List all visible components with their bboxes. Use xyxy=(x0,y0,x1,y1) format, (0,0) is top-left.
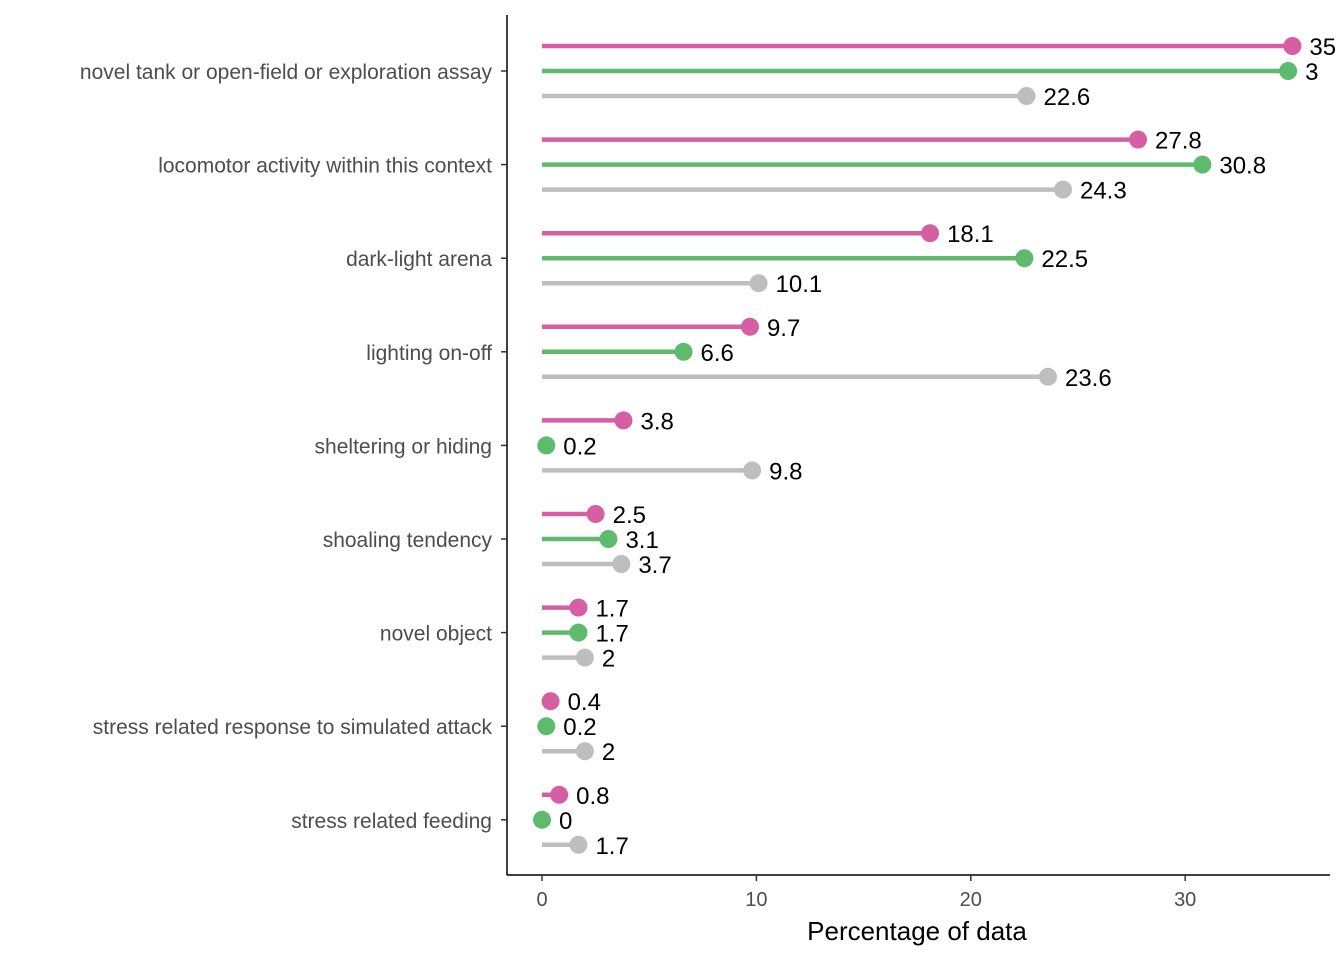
lollipop-point xyxy=(575,742,594,761)
data-label: 2 xyxy=(602,646,615,673)
lollipop-point xyxy=(1017,87,1036,105)
lollipop-point xyxy=(674,342,693,361)
lollipop-point xyxy=(575,648,594,667)
category-label: stress related feeding xyxy=(291,810,492,833)
data-label: 3.1 xyxy=(625,527,658,554)
data-label: 10.1 xyxy=(776,271,823,298)
lollipop-point xyxy=(569,598,588,617)
data-label: 3.8 xyxy=(640,408,673,435)
lollipop-point xyxy=(1038,367,1057,386)
data-label: 0.2 xyxy=(563,433,596,460)
lollipop-point xyxy=(1279,62,1298,80)
lollipop-point xyxy=(541,692,560,711)
chart-marks: 35 27.8 18.1 9.7 3.8 2.5 1.7 0.4 0.8 3 30.8 22.5 6.6… xyxy=(533,34,1336,860)
data-label: 9.8 xyxy=(769,458,802,485)
lollipop-point xyxy=(533,810,551,829)
data-label: 0.4 xyxy=(568,689,601,716)
data-label: 18.1 xyxy=(947,221,994,248)
data-label: 0.8 xyxy=(576,783,609,810)
lollipop-point xyxy=(612,555,631,573)
category-label: lighting on-off xyxy=(366,342,492,365)
data-label: 3 xyxy=(1305,59,1318,86)
lollipop-point xyxy=(569,835,588,854)
lollipop-point xyxy=(743,461,762,480)
data-label: 1.7 xyxy=(595,596,628,623)
x-tick-label: 10 xyxy=(745,889,767,911)
data-label: 3.7 xyxy=(638,552,671,579)
lollipop-point xyxy=(1053,180,1072,199)
category-label: shoaling tendency xyxy=(323,529,493,552)
data-label: 23.6 xyxy=(1065,365,1112,392)
lollipop-point xyxy=(1015,249,1034,268)
category-label: stress related response to simulated att… xyxy=(93,716,493,739)
lollipop-point xyxy=(537,717,556,736)
lollipop-point xyxy=(1129,130,1148,149)
lollipop-point xyxy=(740,317,759,336)
data-label: 24.3 xyxy=(1080,178,1127,205)
chart-axes xyxy=(506,15,1330,876)
chart-ticks: novel tank or open-field or exploration … xyxy=(80,61,1196,911)
lollipop-point xyxy=(749,274,768,293)
data-label: 2 xyxy=(602,739,615,766)
data-label: 2.5 xyxy=(613,502,646,529)
lollipop-point xyxy=(550,785,569,804)
lollipop-point xyxy=(1193,155,1212,174)
lollipop-point xyxy=(614,411,633,430)
lollipop-point xyxy=(921,224,940,243)
data-label: 6.6 xyxy=(701,340,734,367)
lollipop-point xyxy=(599,530,618,548)
data-label: 35 xyxy=(1309,34,1336,61)
category-label: locomotor activity within this context xyxy=(158,155,492,178)
category-label: sheltering or hiding xyxy=(315,435,492,458)
category-label: novel object xyxy=(380,623,492,646)
category-label: novel tank or open-field or exploration … xyxy=(80,61,493,84)
data-label: 1.7 xyxy=(595,621,628,648)
data-label: 9.7 xyxy=(767,315,800,342)
data-label: 0.2 xyxy=(563,714,596,741)
data-label: 0 xyxy=(559,808,572,835)
x-tick-label: 30 xyxy=(1174,889,1196,911)
x-axis-title: Percentage of data xyxy=(807,916,1027,946)
data-label: 22.5 xyxy=(1041,246,1088,273)
data-label: 1.7 xyxy=(595,833,628,860)
data-label: 22.6 xyxy=(1044,84,1091,111)
lollipop-point xyxy=(569,623,588,642)
data-label: 27.8 xyxy=(1155,128,1202,155)
lollipop-point xyxy=(586,505,605,523)
lollipop-point xyxy=(1283,37,1302,55)
lollipop-point xyxy=(537,436,556,455)
x-tick-label: 20 xyxy=(960,889,982,911)
x-tick-label: 0 xyxy=(536,889,547,911)
category-label: dark-light arena xyxy=(346,248,492,271)
data-label: 30.8 xyxy=(1219,153,1266,180)
